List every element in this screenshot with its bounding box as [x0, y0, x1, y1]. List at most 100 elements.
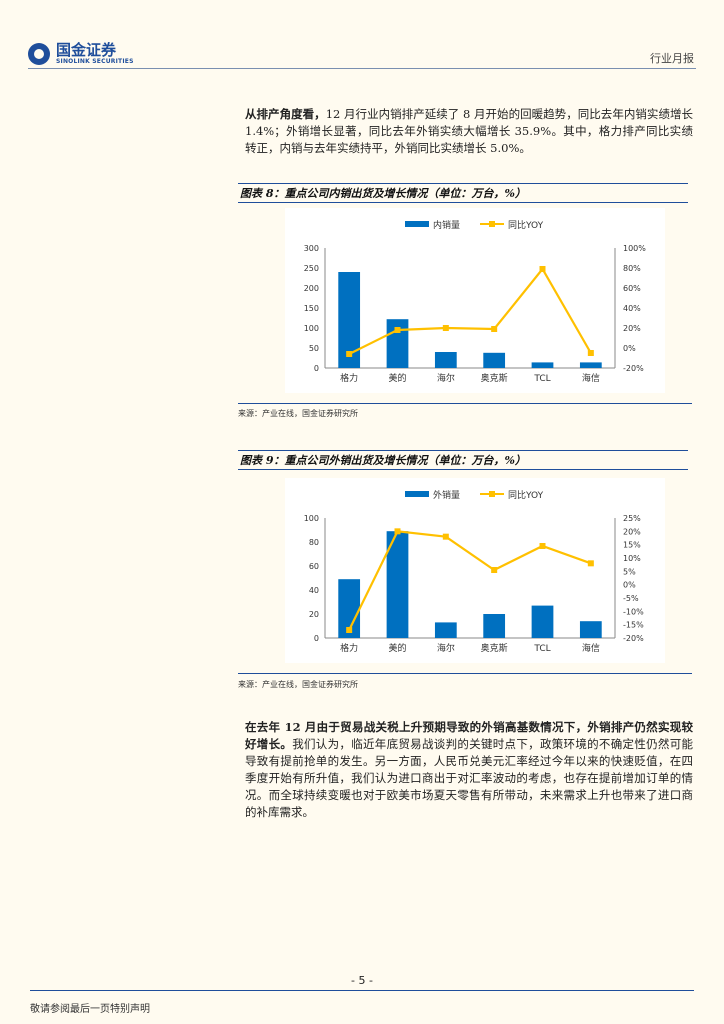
- y2-tick-label: 20%: [623, 324, 641, 333]
- y-tick-label: 200: [304, 284, 319, 293]
- figure8-chart: 内销量 同比YOY 0 50 100 150 200 250 300 -20% 0% 20% 40% 60…: [285, 208, 665, 393]
- figure9-source: 来源：产业在线，国金证券研究所: [238, 680, 358, 689]
- y2-tick-label: 15%: [623, 541, 641, 550]
- figure8-title: 图表 8：重点公司内销出货及增长情况（单位：万台，%）: [240, 187, 526, 200]
- company-logo: 国金证券 SINOLINK SECURITIES: [28, 42, 134, 66]
- figure9-chart: 外销量 同比YOY 0 20 40 60 80 100 -20% -15% -10% -5% 0% 5% 1…: [285, 478, 665, 663]
- page-number: - 5 -: [351, 974, 373, 987]
- header-divider: [28, 68, 696, 69]
- x-tick-label: TCL: [533, 374, 550, 384]
- bar: [338, 579, 361, 638]
- x-tick-label: 海尔: [437, 642, 455, 654]
- bar: [579, 621, 602, 638]
- y-tick-label: 20: [309, 610, 319, 619]
- bar: [531, 605, 554, 638]
- footer-divider: [30, 990, 694, 991]
- legend-label: 外销量: [433, 489, 460, 501]
- bar: [434, 622, 457, 638]
- paragraph-lead: 在去年 12 月由于贸易战关税上升预期导致的外销高基数情况下，外销排产仍然实现较…: [245, 720, 693, 751]
- report-type: 行业月报: [650, 52, 694, 65]
- paragraph-lead: 从排产角度看，: [245, 107, 326, 121]
- x-tick-label: 美的: [388, 642, 406, 654]
- legend-label: 内销量: [433, 219, 460, 231]
- y2-tick-label: -5%: [623, 594, 639, 603]
- legend-label: 同比YOY: [508, 219, 544, 231]
- legend-marker: [489, 221, 495, 227]
- bar: [483, 352, 506, 368]
- x-tick-label: 海信: [582, 372, 600, 384]
- figure9-source-divider: [238, 673, 692, 674]
- y-tick-label: 60: [309, 562, 319, 571]
- series-line: [348, 530, 592, 631]
- paragraph-production: 从排产角度看，12 月行业内销排产延续了 8 月开始的回暖趋势，同比去年内销实绩…: [245, 106, 693, 157]
- figure8-source: 来源：产业在线，国金证券研究所: [238, 409, 358, 418]
- paragraph-export: 在去年 12 月由于贸易战关税上升预期导致的外销高基数情况下，外销排产仍然实现较…: [245, 719, 693, 821]
- y-tick-label: 100: [304, 324, 319, 333]
- logo-name-en: SINOLINK SECURITIES: [56, 58, 134, 65]
- y-tick-label: 0: [314, 634, 319, 643]
- legend-marker: [489, 491, 495, 497]
- line-point: [394, 327, 401, 333]
- figure9-title-bar: 图表 9：重点公司外销出货及增长情况（单位：万台，%）: [238, 450, 688, 470]
- x-tick-label: TCL: [533, 644, 550, 654]
- y2-tick-label: 0%: [623, 581, 636, 590]
- paragraph-body: 我们认为，临近年底贸易战谈判的关键时点下，政策环境的不确定性仍然可能导致有提前抢…: [245, 737, 694, 819]
- figure9-title: 图表 9：重点公司外销出货及增长情况（单位：万台，%）: [240, 454, 526, 467]
- y2-tick-label: 10%: [623, 554, 641, 563]
- y-tick-label: 50: [309, 344, 319, 353]
- line-point: [539, 543, 546, 549]
- y2-tick-label: -15%: [623, 621, 644, 630]
- line-point: [587, 350, 594, 356]
- bar: [483, 614, 506, 638]
- bar: [386, 319, 409, 368]
- logo-mark-icon: [28, 43, 50, 65]
- figure8-title-bar: 图表 8：重点公司内销出货及增长情况（单位：万台，%）: [238, 183, 688, 203]
- x-tick-label: 奥克斯: [481, 372, 508, 384]
- y2-tick-label: 40%: [623, 304, 641, 313]
- line-point: [587, 560, 594, 567]
- domestic-sales-chart: 内销量 同比YOY 0 50 100 150 200 250 300 -20% 0% 20% 40% 60…: [304, 219, 647, 384]
- line-point: [491, 567, 498, 573]
- y-tick-label: 300: [304, 244, 319, 253]
- y2-tick-label: 5%: [623, 567, 636, 576]
- line-point: [442, 325, 449, 331]
- bar: [579, 362, 602, 368]
- bar: [338, 272, 361, 368]
- bar: [386, 531, 409, 638]
- y-tick-label: 80: [309, 538, 319, 547]
- line-point: [346, 351, 353, 357]
- x-tick-label: 美的: [388, 372, 406, 384]
- logo-name-cn: 国金证券: [56, 41, 117, 59]
- series-line: [348, 267, 592, 355]
- y2-tick-label: 80%: [623, 264, 641, 273]
- y2-tick-label: 20%: [623, 527, 641, 536]
- line-point: [539, 266, 546, 272]
- x-tick-label: 海尔: [437, 372, 455, 384]
- y2-tick-label: 0%: [623, 344, 636, 353]
- bar: [434, 352, 457, 368]
- y-tick-label: 150: [304, 304, 319, 313]
- line-point: [442, 533, 449, 540]
- x-tick-label: 海信: [582, 642, 600, 654]
- y2-tick-label: 60%: [623, 284, 641, 293]
- x-tick-label: 格力: [340, 372, 358, 384]
- disclaimer: 敬请参阅最后一页特别声明: [30, 1004, 150, 1015]
- x-tick-label: 奥克斯: [481, 642, 508, 654]
- y-tick-label: 250: [304, 264, 319, 273]
- legend-swatch-bar: [405, 491, 429, 497]
- legend-swatch-bar: [405, 221, 429, 227]
- paragraph-body: 12 月行业内销排产延续了 8 月开始的回暖趋势，同比去年内销实绩增长 1.4%…: [245, 107, 693, 155]
- y-tick-label: 100: [304, 514, 319, 523]
- y2-tick-label: -20%: [623, 364, 644, 373]
- x-tick-label: 格力: [340, 642, 358, 654]
- line-point: [491, 326, 498, 332]
- y-tick-label: 0: [314, 364, 319, 373]
- y2-tick-label: -20%: [623, 634, 644, 643]
- y2-tick-label: 25%: [623, 514, 641, 523]
- figure8-source-divider: [238, 403, 692, 404]
- y2-tick-label: 100%: [623, 244, 646, 253]
- y-tick-label: 40: [309, 586, 319, 595]
- line-point: [394, 528, 401, 535]
- legend-label: 同比YOY: [508, 489, 544, 501]
- bar: [531, 362, 554, 368]
